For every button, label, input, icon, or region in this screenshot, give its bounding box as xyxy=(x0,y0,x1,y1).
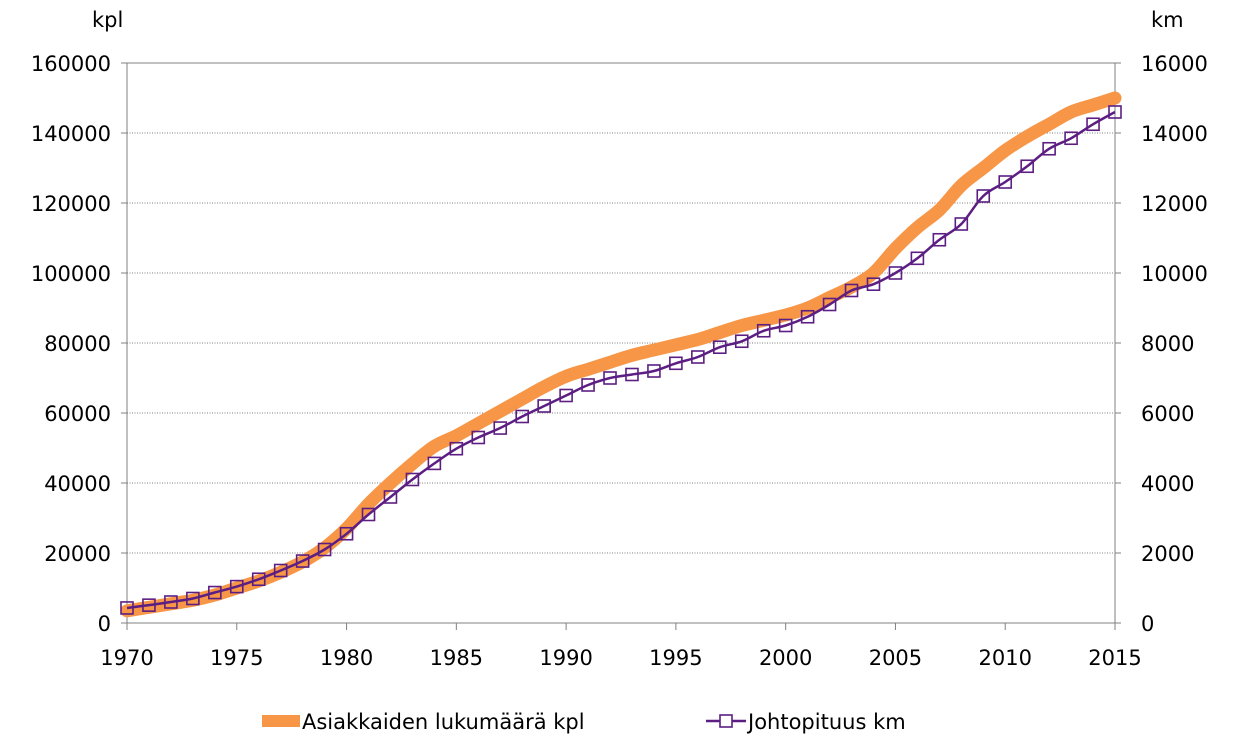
right-tick-label: 6000 xyxy=(1141,402,1194,426)
data-point-marker xyxy=(273,563,288,578)
data-point-marker xyxy=(691,350,705,364)
right-tick-label: 14000 xyxy=(1141,122,1208,146)
right-axis-unit-label: km xyxy=(1151,8,1184,32)
left-axis-unit-label: kpl xyxy=(92,8,123,32)
right-tick-label: 16000 xyxy=(1141,52,1208,76)
left-tick-label: 20000 xyxy=(44,542,111,566)
right-tick-label: 10000 xyxy=(1141,262,1208,286)
data-point-marker xyxy=(559,388,573,403)
series-line-line-length xyxy=(126,110,1116,610)
left-tick-label: 80000 xyxy=(44,332,111,356)
right-tick-label: 8000 xyxy=(1141,332,1194,356)
x-tick-label: 1970 xyxy=(100,646,153,670)
data-point-marker xyxy=(1086,117,1100,132)
x-tick-label: 2015 xyxy=(1088,646,1141,670)
data-point-marker xyxy=(866,277,881,292)
data-point-marker xyxy=(405,472,420,487)
right-y-axis: 0 2000 4000 6000 8000 10000 12000 14000 16000 xyxy=(1115,52,1208,636)
data-point-marker xyxy=(1042,141,1056,156)
data-point-marker xyxy=(712,340,727,355)
data-point-marker xyxy=(208,585,222,600)
legend-label-line-length: Johtopituus km xyxy=(746,710,906,734)
data-point-marker xyxy=(317,542,332,557)
data-point-marker xyxy=(383,490,398,504)
data-point-marker xyxy=(493,421,508,435)
left-tick-label: 140000 xyxy=(31,122,111,146)
data-point-marker xyxy=(339,526,354,541)
data-point-marker xyxy=(229,579,244,594)
data-point-marker xyxy=(295,554,310,568)
data-point-marker xyxy=(603,371,617,385)
data-point-marker xyxy=(120,601,134,615)
data-point-marker xyxy=(844,283,859,298)
data-point-marker xyxy=(910,251,925,266)
data-point-marker xyxy=(822,297,837,312)
data-point-marker xyxy=(449,441,464,456)
data-point-marker xyxy=(1108,105,1122,119)
gridlines xyxy=(127,62,1115,554)
series-layer xyxy=(120,91,1122,618)
x-tick-label: 1980 xyxy=(320,646,373,670)
data-point-marker xyxy=(647,364,661,378)
data-point-marker xyxy=(1020,159,1034,174)
data-point-marker xyxy=(427,456,442,471)
data-point-marker xyxy=(734,334,749,349)
legend-marker-line-length xyxy=(719,714,733,728)
data-point-marker xyxy=(800,309,815,324)
x-axis: 1970 1975 1980 1985 1990 1995 2000 2005 2010 2015 xyxy=(100,623,1142,670)
data-point-marker xyxy=(515,409,530,424)
left-tick-label: 160000 xyxy=(31,52,111,76)
data-point-marker xyxy=(888,266,903,280)
x-tick-label: 1995 xyxy=(649,646,702,670)
data-point-marker xyxy=(625,367,639,382)
data-point-marker xyxy=(669,356,683,371)
data-point-marker xyxy=(361,507,376,522)
left-tick-label: 100000 xyxy=(31,262,111,286)
series-line-customers xyxy=(120,91,1122,618)
data-point-marker xyxy=(537,399,551,413)
left-tick-label: 0 xyxy=(98,612,111,636)
right-tick-label: 12000 xyxy=(1141,192,1208,216)
x-tick-label: 2000 xyxy=(759,646,812,670)
data-point-marker xyxy=(471,430,486,445)
data-point-marker xyxy=(186,591,200,606)
legend: Asiakkaiden lukumäärä kpl Johtopituus km xyxy=(262,710,906,734)
x-tick-label: 2010 xyxy=(978,646,1031,670)
x-tick-label: 1985 xyxy=(430,646,483,670)
data-point-marker xyxy=(998,175,1013,189)
x-tick-label: 1975 xyxy=(210,646,263,670)
data-point-marker xyxy=(976,189,991,203)
data-point-marker xyxy=(142,598,156,612)
data-point-marker xyxy=(778,318,793,333)
data-point-marker xyxy=(954,217,969,231)
left-tick-label: 120000 xyxy=(31,192,111,216)
left-tick-label: 60000 xyxy=(44,402,111,426)
data-point-marker xyxy=(932,232,947,247)
legend-label-customers: Asiakkaiden lukumäärä kpl xyxy=(302,710,585,734)
x-tick-label: 2005 xyxy=(869,646,922,670)
right-tick-label: 0 xyxy=(1141,612,1154,636)
data-point-marker xyxy=(581,378,595,392)
data-point-marker xyxy=(1064,131,1078,146)
x-tick-label: 1990 xyxy=(539,646,592,670)
right-tick-label: 2000 xyxy=(1141,542,1194,566)
data-point-marker xyxy=(756,323,771,338)
right-tick-label: 4000 xyxy=(1141,472,1194,496)
data-point-marker xyxy=(164,595,178,609)
left-y-axis: 0 20000 40000 60000 80000 100000 120000 140000 1… xyxy=(31,52,127,636)
data-point-marker xyxy=(251,572,266,587)
left-tick-label: 40000 xyxy=(44,472,111,496)
